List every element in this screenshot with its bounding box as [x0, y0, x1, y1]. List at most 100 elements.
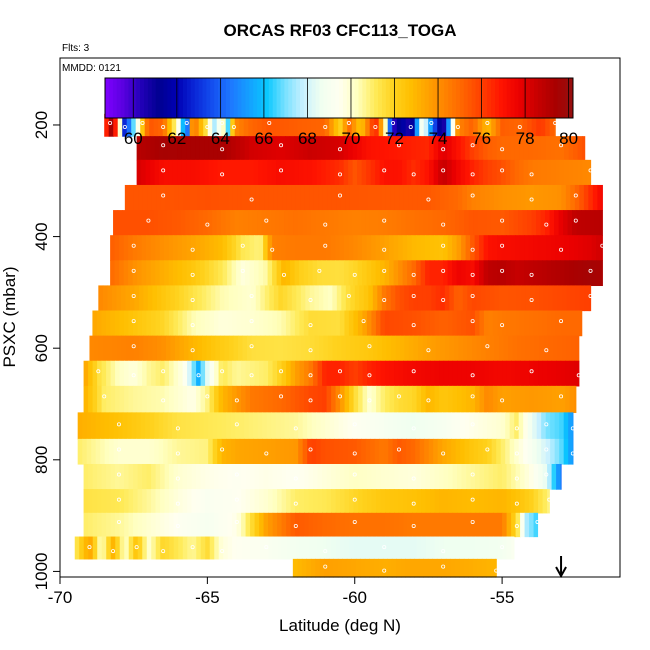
- heatmap-cell: [124, 489, 130, 514]
- heatmap-cell: [137, 260, 143, 287]
- heatmap-cell: [424, 159, 430, 186]
- heatmap-cell: [321, 235, 327, 261]
- heatmap-cell: [269, 285, 275, 312]
- heatmap-cell: [366, 159, 372, 186]
- heatmap-cell: [262, 136, 268, 161]
- heatmap-cell: [356, 412, 362, 440]
- heatmap-cell: [344, 235, 350, 261]
- heatmap-cell: [295, 184, 301, 211]
- observation-point: [411, 172, 416, 177]
- heatmap-cell: [200, 310, 206, 337]
- heatmap-cell: [396, 113, 402, 137]
- heatmap-cell: [326, 260, 332, 287]
- observation-point: [553, 120, 558, 125]
- heatmap-cell: [373, 558, 379, 578]
- heatmap-cell: [145, 136, 151, 161]
- heatmap-cell: [456, 136, 462, 161]
- heatmap-cell: [407, 260, 413, 287]
- heatmap-cell: [498, 184, 504, 211]
- heatmap-cell: [235, 136, 241, 161]
- heatmap-cell: [282, 184, 288, 211]
- heatmap-cell: [133, 360, 139, 387]
- heatmap-cell: [425, 310, 431, 337]
- heatmap-cell: [585, 210, 591, 236]
- heatmap-cell: [285, 260, 291, 287]
- observation-point: [470, 293, 475, 298]
- heatmap-cell: [208, 412, 214, 440]
- heatmap-cell: [219, 285, 225, 312]
- heatmap-cell: [336, 335, 343, 362]
- heatmap-cell: [74, 536, 80, 560]
- heatmap-cell: [363, 184, 369, 211]
- observation-point: [559, 143, 564, 148]
- observation-point: [293, 426, 298, 431]
- heatmap-cell: [213, 260, 219, 287]
- heatmap-cell: [299, 489, 305, 514]
- heatmap-cell: [250, 360, 256, 387]
- heatmap-cell: [350, 335, 356, 362]
- observation-point: [544, 422, 549, 427]
- heatmap-cell: [205, 512, 211, 538]
- heatmap-cell: [394, 463, 400, 490]
- heatmap-cell: [515, 360, 521, 387]
- heatmap-cell: [137, 310, 143, 337]
- heatmap-cell: [259, 360, 265, 387]
- heatmap-cell: [209, 235, 215, 261]
- heatmap-cell: [550, 412, 556, 440]
- heatmap-cell: [520, 489, 526, 514]
- heatmap-cell: [299, 310, 305, 337]
- heatmap-cell: [230, 438, 236, 465]
- heatmap-cell: [397, 412, 403, 440]
- heatmap-cell: [519, 235, 525, 261]
- heatmap-cell: [475, 489, 481, 514]
- heatmap-cell: [340, 463, 346, 490]
- heatmap-cell: [345, 184, 351, 211]
- heatmap-cell: [353, 385, 359, 413]
- colorbar-swatch: [128, 78, 133, 118]
- heatmap-cell: [434, 360, 440, 387]
- heatmap-cell: [334, 136, 340, 161]
- heatmap-cell: [273, 285, 279, 312]
- heatmap-cell: [349, 360, 355, 387]
- heatmap-cell: [267, 235, 273, 261]
- heatmap-cell: [213, 310, 220, 337]
- heatmap-cell: [214, 463, 220, 490]
- heatmap-cell: [105, 310, 112, 337]
- heatmap-cell: [203, 412, 209, 440]
- heatmap-cell: [518, 210, 524, 236]
- heatmap-cell: [246, 285, 252, 312]
- heatmap-cell: [244, 438, 250, 465]
- heatmap-cell: [174, 285, 180, 312]
- heatmap-cell: [330, 260, 336, 287]
- heatmap-cell: [106, 385, 112, 413]
- heatmap-cell: [451, 159, 457, 186]
- heatmap-cell: [264, 285, 270, 312]
- heatmap-cell: [510, 159, 516, 186]
- heatmap-cell: [434, 489, 440, 514]
- heatmap-cell: [119, 385, 125, 413]
- heatmap-cell: [380, 235, 386, 261]
- heatmap-cell: [150, 310, 157, 337]
- heatmap-cell: [506, 360, 512, 387]
- heatmap-cell: [186, 159, 192, 186]
- heatmap-cell: [183, 184, 189, 211]
- heatmap-cell: [537, 235, 543, 261]
- heatmap-cell: [146, 360, 152, 387]
- heatmap-cell: [159, 310, 166, 337]
- heatmap-cell: [552, 335, 559, 362]
- heatmap-cell: [239, 412, 245, 440]
- heatmap-cell: [106, 536, 112, 560]
- heatmap-cell: [502, 536, 508, 560]
- heatmap-cell: [353, 463, 359, 490]
- heatmap-cell: [417, 335, 424, 362]
- heatmap-cell: [221, 210, 227, 236]
- heatmap-cell: [154, 438, 160, 465]
- heatmap-cell: [232, 489, 238, 514]
- heatmap-cell: [365, 113, 371, 137]
- heatmap-cell: [83, 463, 89, 490]
- heatmap-cell: [344, 536, 350, 560]
- heatmap-cell: [165, 335, 172, 362]
- heatmap-cell: [259, 463, 265, 490]
- heatmap-cell: [582, 235, 588, 261]
- heatmap-cell: [422, 335, 428, 362]
